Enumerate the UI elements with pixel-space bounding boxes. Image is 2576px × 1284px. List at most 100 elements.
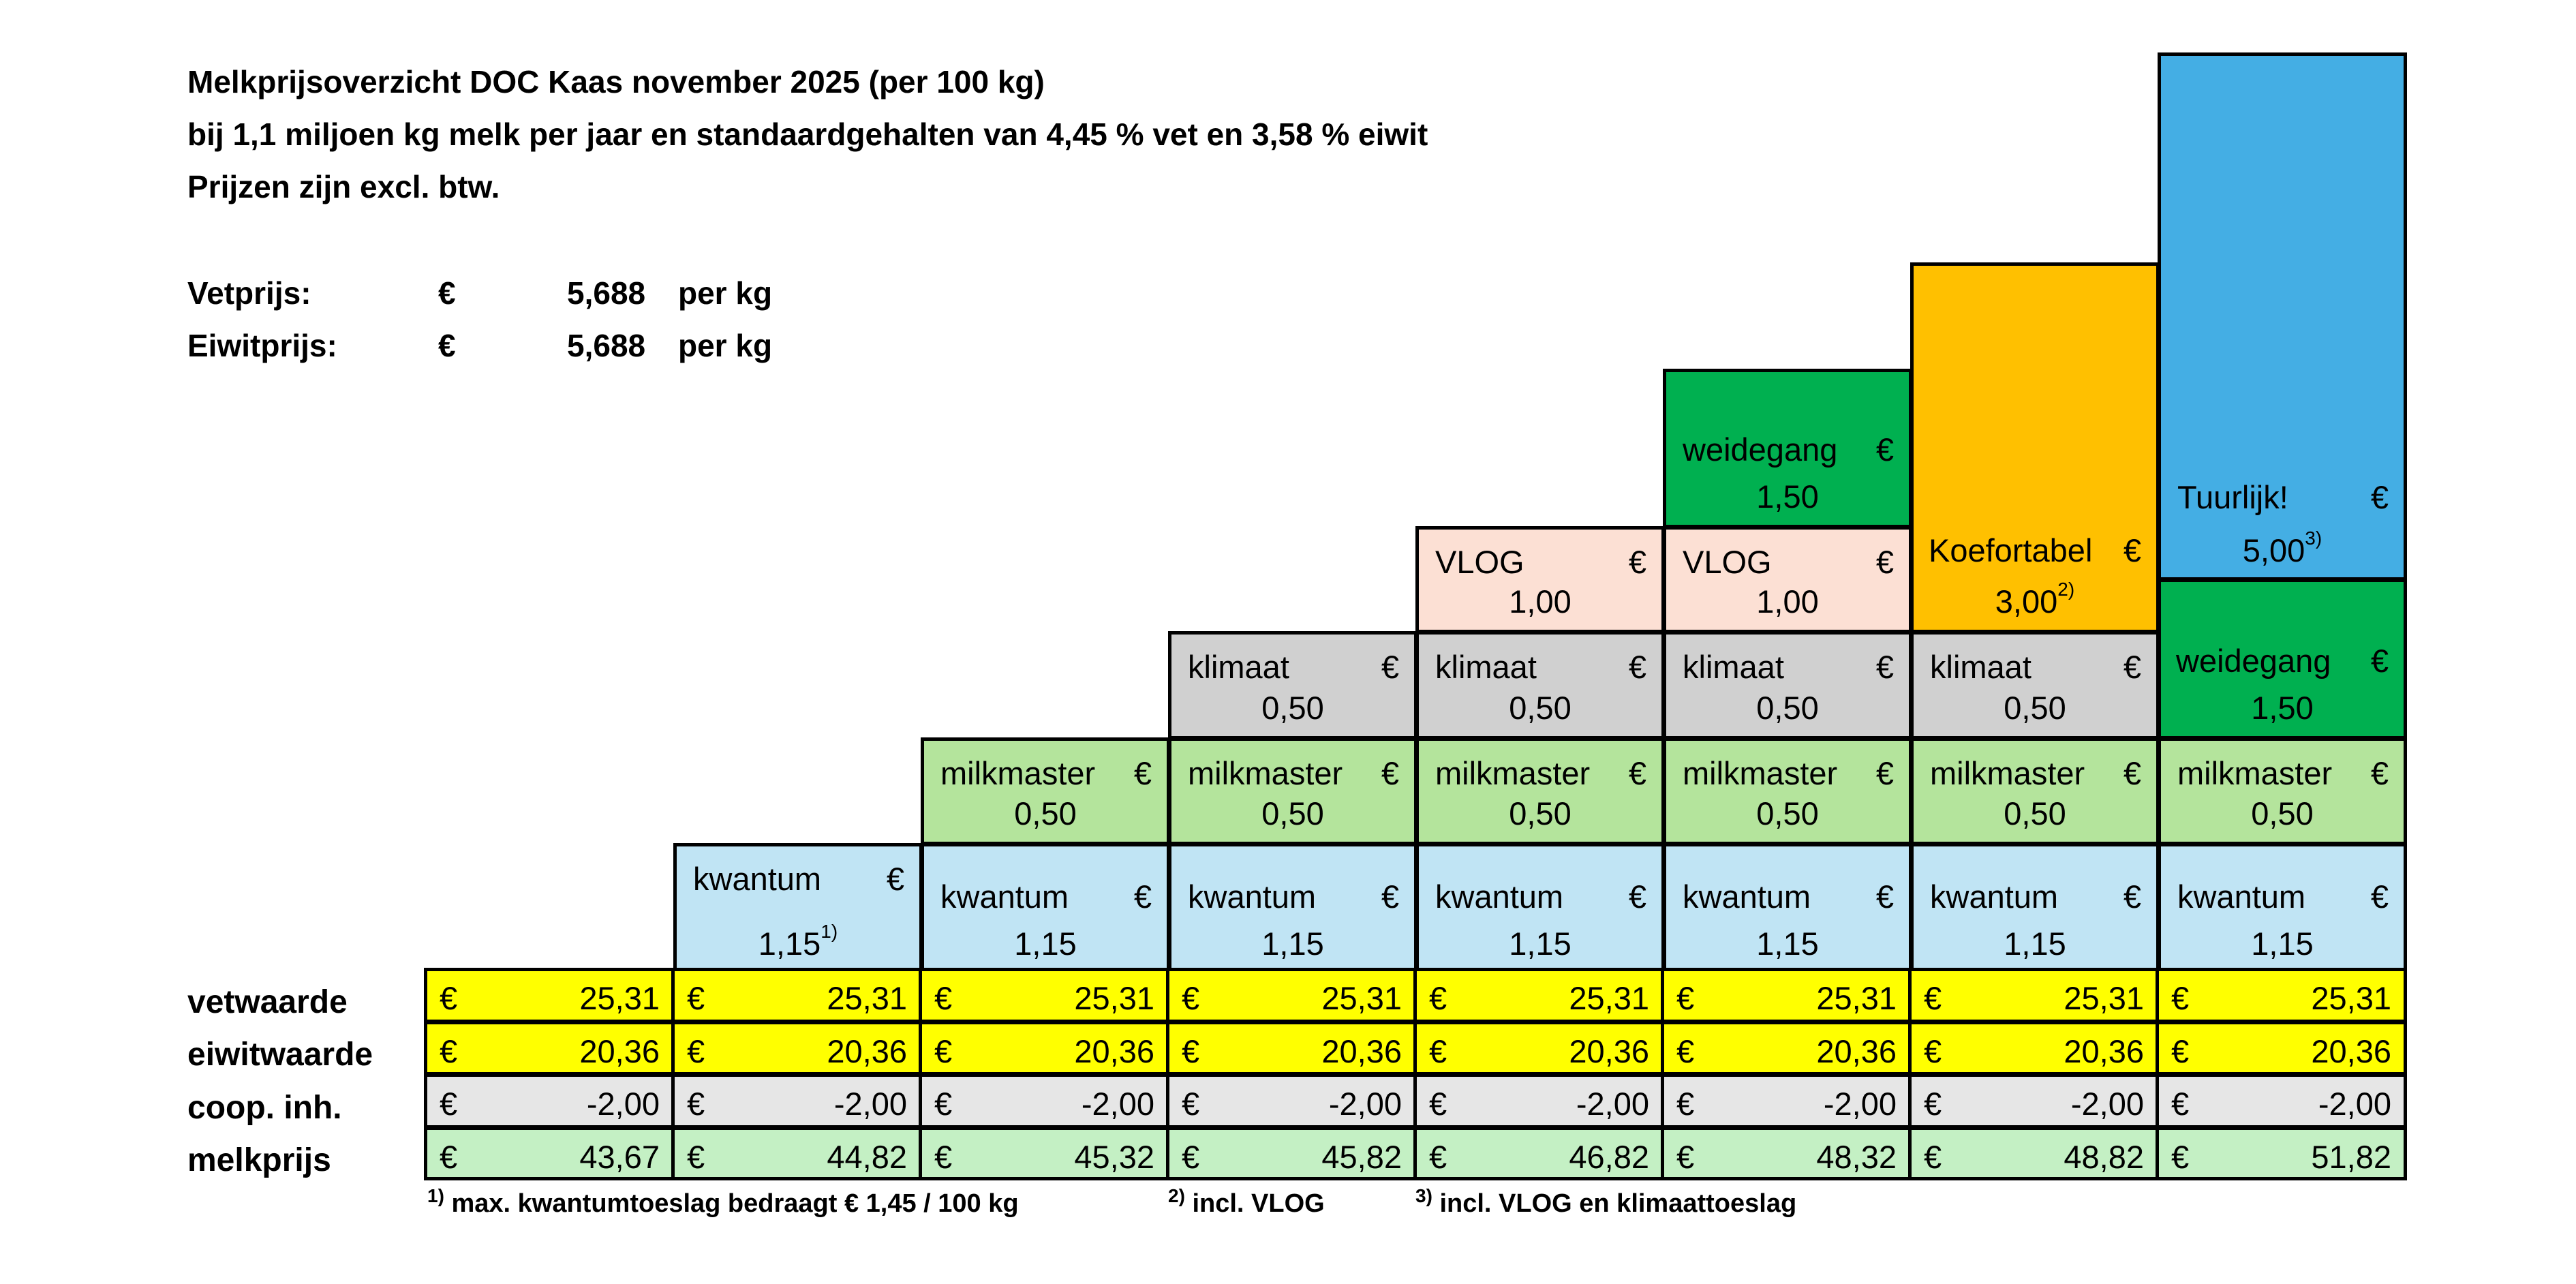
cell-vetwaarde: €25,31 (671, 968, 923, 1023)
cell-currency: € (1924, 1033, 1942, 1069)
cell-currency: € (687, 980, 705, 1016)
cell-coop-inh: € -2,00 (1413, 1073, 1665, 1129)
cell-currency: € (1676, 1139, 1695, 1175)
component-amount: 0,50 (1756, 690, 1819, 726)
component-milkmaster: milkmaster € 0,50 (1663, 737, 1912, 845)
component-amount: 0,50 (1509, 795, 1571, 831)
cell-vetwaarde: €25,31 (1661, 968, 1912, 1023)
cell-vetwaarde: €25,31 (424, 968, 675, 1023)
cell-currency: € (2171, 980, 2190, 1016)
cell-eiwitwaarde: €20,36 (1908, 1021, 2160, 1075)
component-amount: 1,15 (2004, 926, 2066, 962)
cell-currency: € (687, 1086, 705, 1122)
component-kwantum: kwantum € 1,15 (1663, 843, 1912, 975)
cell-coop-inh: € -2,00 (2156, 1073, 2407, 1129)
cell-coop-inh: € -2,00 (1661, 1073, 1912, 1129)
component-currency: € (1875, 649, 1894, 685)
cell-value: 25,31 (579, 980, 660, 1016)
cell-currency: € (1182, 1033, 1200, 1069)
component-kwantum: kwantum € 1,15 (1415, 843, 1665, 975)
protein-price-value: 5,688 (567, 328, 646, 363)
footnote-2: 2) incl. VLOG (1168, 1185, 1325, 1218)
cell-value: 46,82 (1569, 1139, 1649, 1175)
component-amount: 1,00 (1509, 583, 1571, 620)
component-label: weidegang (1683, 431, 1838, 468)
component-tuurlijk: Tuurlijk! € 5,003) (2158, 52, 2407, 581)
cell-value: -2,00 (1328, 1086, 1402, 1122)
component-currency: € (1381, 649, 1399, 685)
cell-value: 20,36 (1074, 1033, 1154, 1069)
component-klimaat: klimaat € 0,50 (1910, 631, 2160, 739)
cell-value: -2,00 (1823, 1086, 1897, 1122)
cell-value: 51,82 (2311, 1139, 2391, 1175)
cell-currency: € (1182, 1139, 1200, 1175)
component-label: milkmaster (1930, 755, 2085, 791)
cell-value: 20,36 (1321, 1033, 1402, 1069)
cell-vetwaarde: €25,31 (2156, 968, 2407, 1023)
component-kwantum: kwantum € 1,15 (1910, 843, 2160, 975)
row-label-coop: coop. inh. (187, 1090, 342, 1126)
cell-value: 25,31 (1816, 980, 1897, 1016)
component-koefortabel: Koefortabel € 3,002) (1910, 262, 2160, 633)
page-subtitle: bij 1,1 miljoen kg melk per jaar en stan… (187, 117, 1428, 152)
component-currency: € (1875, 755, 1894, 791)
cell-value: 45,82 (1321, 1139, 1402, 1175)
component-currency: € (2123, 755, 2141, 791)
cell-currency: € (934, 980, 953, 1016)
component-amount: 1,15 (1756, 926, 1819, 962)
component-kwantum: kwantum € 1,15 (921, 843, 1170, 975)
row-label-vetwaarde: vetwaarde (187, 984, 348, 1020)
cell-coop-inh: € -2,00 (919, 1073, 1170, 1129)
component-weidegang: weidegang € 1,50 (1663, 369, 1912, 528)
cell-value: -2,00 (586, 1086, 660, 1122)
cell-vetwaarde: €25,31 (1166, 968, 1417, 1023)
component-label: kwantum (2177, 878, 2306, 915)
component-amount: 0,50 (1014, 795, 1077, 831)
component-label: VLOG (1683, 544, 1772, 580)
cell-vetwaarde: €25,31 (919, 968, 1170, 1023)
cell-coop-inh: € -2,00 (1166, 1073, 1417, 1129)
cell-value: 25,31 (1569, 980, 1649, 1016)
fat-price-unit: per kg (678, 275, 773, 311)
component-amount: 0,50 (2004, 795, 2066, 831)
component-currency: € (1133, 878, 1152, 915)
cell-currency: € (440, 1086, 458, 1122)
protein-price-currency: € (438, 328, 456, 363)
component-currency: € (2123, 649, 2141, 685)
cell-currency: € (440, 1139, 458, 1175)
protein-price-label: Eiwitprijs: (187, 328, 337, 363)
component-amount: 3,002) (1995, 579, 2075, 620)
component-currency: € (2370, 755, 2389, 791)
cell-eiwitwaarde: €20,36 (1166, 1021, 1417, 1075)
component-currency: € (1628, 878, 1646, 915)
component-label: kwantum (1683, 878, 1811, 915)
component-amount: 1,50 (1756, 478, 1819, 515)
cell-currency: € (2171, 1033, 2190, 1069)
component-currency: € (2370, 643, 2389, 679)
cell-coop-inh: € -2,00 (671, 1073, 923, 1129)
cell-currency: € (1429, 1086, 1447, 1122)
cell-eiwitwaarde: €20,36 (424, 1021, 675, 1075)
cell-value: 25,31 (2311, 980, 2391, 1016)
component-currency: € (1628, 755, 1646, 791)
component-milkmaster: milkmaster € 0,50 (1910, 737, 2160, 845)
cell-currency: € (1924, 980, 1942, 1016)
component-label: klimaat (1683, 649, 1784, 685)
cell-currency: € (1429, 1033, 1447, 1069)
component-klimaat: klimaat € 0,50 (1663, 631, 1912, 739)
component-currency: € (2123, 532, 2141, 568)
component-milkmaster: milkmaster € 0,50 (921, 737, 1170, 845)
component-currency: € (1381, 755, 1399, 791)
cell-value: 44,82 (827, 1139, 907, 1175)
component-amount: 1,15 (1014, 926, 1077, 962)
component-currency: € (2123, 878, 2141, 915)
cell-value: -2,00 (2318, 1086, 2391, 1122)
component-currency: € (1628, 544, 1646, 580)
cell-value: 45,32 (1074, 1139, 1154, 1175)
row-label-melkprijs: melkprijs (187, 1142, 331, 1178)
cell-value: 25,31 (827, 980, 907, 1016)
component-kwantum: kwantum € 1,15 (2158, 843, 2407, 975)
cell-melkprijs: €51,82 (2156, 1127, 2407, 1180)
cell-value: 20,36 (2064, 1033, 2144, 1069)
component-label: milkmaster (940, 755, 1096, 791)
